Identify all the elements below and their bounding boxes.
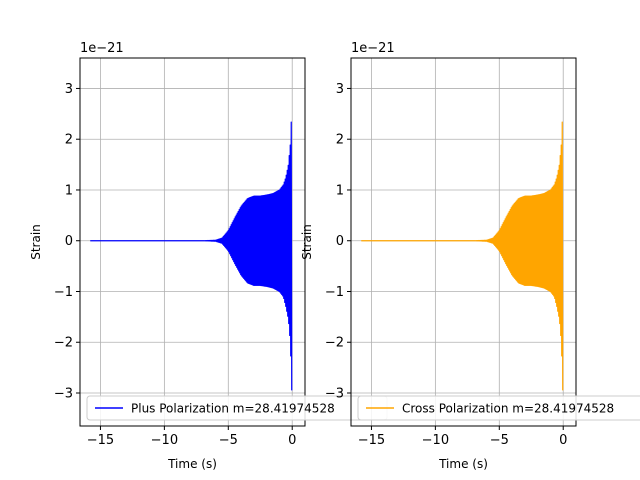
y-tick-label: 2 [336,133,344,148]
x-axis-label: Time (s) [438,457,488,471]
x-tick-label: −15 [87,433,114,448]
x-tick-label: −10 [422,433,449,448]
y-tick-label: 2 [65,133,73,148]
axes-frame [79,57,306,427]
x-axis-label: Time (s) [167,457,217,471]
y-tick-label: −1 [54,285,73,300]
y-offset-label: 1e−21 [80,41,124,56]
waveform-line [90,121,293,391]
y-axis-label: Strain [29,224,43,260]
y-tick-label: 3 [65,82,73,97]
y-tick-label: 3 [336,82,344,97]
y-offset-label: 1e−21 [351,41,395,56]
axes-frame [350,57,577,427]
y-tick-label: 1 [65,183,73,198]
x-tick-label: −5 [490,433,509,448]
y-tick-label: −1 [325,285,344,300]
legend-box [357,395,640,421]
y-tick-label: −3 [325,387,344,402]
y-tick-label: −2 [54,336,73,351]
x-tick-label: −10 [151,433,178,448]
x-tick-label: −5 [219,433,238,448]
waveform-line [361,121,564,391]
legend-label: Cross Polarization m=28.41974528 [402,402,614,416]
x-tick-label: 0 [559,433,567,448]
y-tick-label: −2 [325,336,344,351]
x-tick-label: 0 [288,433,296,448]
y-tick-label: 0 [336,234,344,249]
y-tick-label: 1 [336,183,344,198]
y-axis-label: Strain [300,224,314,260]
x-tick-label: −15 [358,433,385,448]
legend-label: Plus Polarization m=28.41974528 [131,402,335,416]
y-tick-label: 0 [65,234,73,249]
y-tick-label: −3 [54,387,73,402]
